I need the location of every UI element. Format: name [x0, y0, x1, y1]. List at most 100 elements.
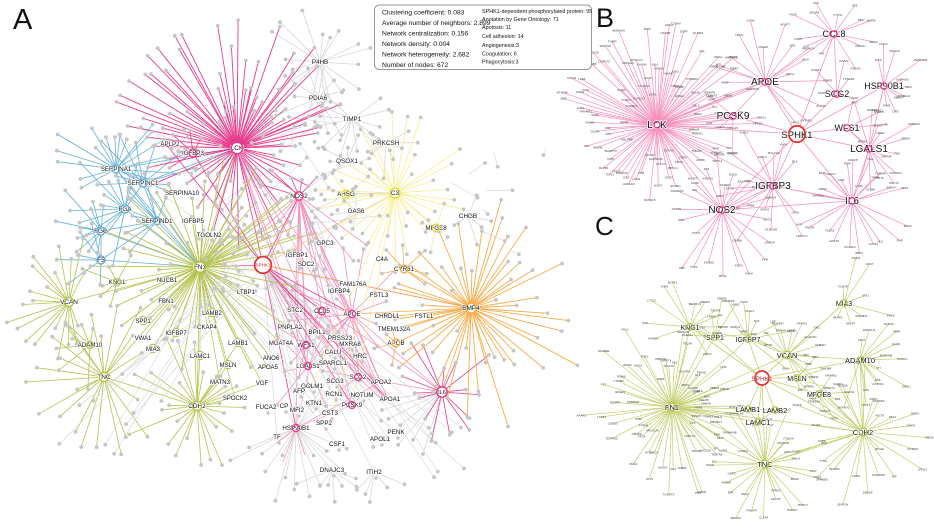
- svg-text:DSA3: DSA3: [813, 475, 821, 479]
- svg-text:CKMFL: CKMFL: [787, 329, 797, 333]
- svg-text:WIN2: WIN2: [694, 112, 702, 116]
- svg-text:TNIT2: TNIT2: [830, 417, 838, 421]
- svg-text:WWVVF: WWVVF: [600, 44, 612, 48]
- svg-text:ADF: ADF: [835, 397, 841, 401]
- svg-text:LKBF: LKBF: [578, 77, 586, 81]
- svg-text:ASTVE: ASTVE: [672, 207, 682, 211]
- svg-text:NCM7: NCM7: [654, 183, 663, 187]
- svg-text:CKAP4: CKAP4: [197, 325, 217, 331]
- svg-text:VLKHR: VLKHR: [838, 285, 848, 289]
- svg-text:PDIA: PDIA: [844, 162, 851, 166]
- svg-text:AAAK5: AAAK5: [577, 413, 587, 417]
- svg-text:AWLA5: AWLA5: [829, 239, 839, 243]
- svg-text:VGLTRV: VGLTRV: [679, 369, 690, 373]
- svg-text:CSPP: CSPP: [818, 439, 826, 443]
- svg-text:IVIFFT: IVIFFT: [862, 403, 871, 407]
- svg-text:VSHK5: VSHK5: [811, 423, 821, 427]
- svg-text:MXRA8: MXRA8: [339, 341, 361, 348]
- svg-text:SSSE5: SSSE5: [691, 414, 701, 418]
- svg-text:SV3: SV3: [754, 319, 760, 323]
- svg-text:FAM176A: FAM176A: [339, 281, 367, 288]
- svg-text:PESWG: PESWG: [829, 467, 841, 471]
- svg-text:CNDBL3: CNDBL3: [625, 104, 637, 108]
- svg-text:DEBS8: DEBS8: [863, 491, 873, 495]
- svg-text:FMAC: FMAC: [879, 42, 888, 46]
- svg-text:IGFBP7: IGFBP7: [165, 331, 187, 337]
- svg-text:PMVNK2: PMVNK2: [890, 171, 903, 175]
- svg-text:FAICMB: FAICMB: [820, 367, 831, 371]
- svg-text:EEC: EEC: [863, 388, 869, 392]
- svg-text:LAMB2: LAMB2: [202, 311, 222, 317]
- svg-text:Angiogenesis:3: Angiogenesis:3: [482, 43, 519, 49]
- svg-text:CSF1: CSF1: [329, 441, 346, 448]
- svg-text:IEG: IEG: [692, 188, 698, 192]
- svg-text:ITIH2: ITIH2: [366, 469, 382, 476]
- svg-text:VWR1: VWR1: [852, 474, 861, 478]
- svg-text:TCRH7: TCRH7: [621, 98, 631, 102]
- svg-text:KTN1: KTN1: [306, 400, 323, 407]
- svg-text:EPK: EPK: [728, 491, 734, 495]
- svg-text:SPP1: SPP1: [135, 319, 151, 325]
- svg-text:APIIB: APIIB: [691, 181, 699, 185]
- svg-text:KM1: KM1: [814, 325, 820, 329]
- svg-text:MWL6: MWL6: [758, 155, 767, 159]
- svg-text:TFSAB4: TFSAB4: [843, 77, 855, 81]
- svg-text:FPEHF: FPEHF: [720, 387, 730, 391]
- svg-text:APOA5: APOA5: [258, 365, 279, 371]
- svg-text:BGRPTV: BGRPTV: [605, 149, 617, 153]
- svg-text:ITCEAK: ITCEAK: [783, 437, 794, 441]
- svg-text:RHRAM8: RHRAM8: [880, 354, 893, 358]
- svg-text:VNSI1: VNSI1: [739, 130, 748, 134]
- svg-text:EHK6: EHK6: [887, 313, 895, 317]
- svg-text:VMCB: VMCB: [925, 436, 933, 440]
- svg-text:VL5: VL5: [803, 44, 809, 48]
- svg-text:LGI1: LGI1: [872, 175, 879, 179]
- svg-text:FACCD9: FACCD9: [699, 448, 711, 452]
- svg-text:EELVAB: EELVAB: [621, 138, 632, 142]
- svg-text:ANO6: ANO6: [263, 356, 280, 362]
- svg-text:PRKCSH: PRKCSH: [373, 140, 400, 147]
- svg-text:VTWBH: VTWBH: [613, 379, 623, 383]
- svg-text:TGOLN2: TGOLN2: [197, 232, 222, 239]
- svg-text:KBLRW: KBLRW: [632, 432, 642, 436]
- svg-text:RFKM: RFKM: [623, 363, 632, 367]
- svg-text:GMIA: GMIA: [782, 366, 789, 370]
- svg-text:PIHVR2: PIHVR2: [797, 322, 808, 326]
- svg-text:MHGL8: MHGL8: [890, 49, 901, 53]
- svg-text:DCAEHI: DCAEHI: [844, 245, 856, 249]
- svg-text:AGSPT: AGSPT: [780, 23, 790, 27]
- svg-text:CST3: CST3: [322, 410, 339, 417]
- svg-text:VVCT9: VVCT9: [875, 414, 885, 418]
- svg-text:SERPINA1: SERPINA1: [101, 166, 132, 173]
- svg-text:DFKH: DFKH: [714, 55, 722, 59]
- svg-text:BPIL1: BPIL1: [308, 329, 326, 336]
- svg-text:VCAN: VCAN: [60, 299, 78, 306]
- svg-text:MK7: MK7: [852, 100, 859, 104]
- svg-text:TWS: TWS: [695, 491, 701, 495]
- svg-text:LPM: LPM: [720, 365, 727, 369]
- svg-text:LSGH9: LSGH9: [701, 401, 711, 405]
- svg-text:SERPINA10: SERPINA10: [165, 190, 200, 197]
- svg-text:DHEHH: DHEHH: [682, 333, 692, 337]
- svg-text:LAMB1: LAMB1: [228, 341, 248, 347]
- svg-text:Network heterogeneity: 2.682: Network heterogeneity: 2.682: [382, 52, 470, 59]
- svg-text:FGP5: FGP5: [794, 37, 802, 41]
- svg-text:DTC8: DTC8: [729, 173, 737, 177]
- svg-text:IGFBP1: IGFBP1: [286, 252, 309, 259]
- svg-text:ELL: ELL: [712, 460, 718, 464]
- svg-text:HP1: HP1: [819, 51, 825, 55]
- svg-text:DVKNV2: DVKNV2: [838, 406, 850, 410]
- svg-text:VWH8: VWH8: [585, 120, 594, 124]
- svg-text:MBMF7: MBMF7: [894, 96, 905, 100]
- svg-text:SSAC: SSAC: [741, 492, 749, 496]
- svg-text:Average number of neighbors: 2: Average number of neighbors: 2.899: [382, 20, 491, 27]
- svg-text:NKVPT: NKVPT: [846, 321, 856, 325]
- svg-text:HMCIC1: HMCIC1: [796, 234, 808, 238]
- svg-text:BSMG7: BSMG7: [788, 508, 799, 512]
- svg-text:RBCC1: RBCC1: [668, 166, 679, 170]
- svg-text:PVTH: PVTH: [692, 231, 700, 235]
- svg-text:TRLW: TRLW: [735, 33, 743, 37]
- svg-text:C: C: [595, 211, 614, 241]
- svg-text:STC2: STC2: [287, 307, 303, 314]
- svg-text:CIM7: CIM7: [892, 110, 899, 114]
